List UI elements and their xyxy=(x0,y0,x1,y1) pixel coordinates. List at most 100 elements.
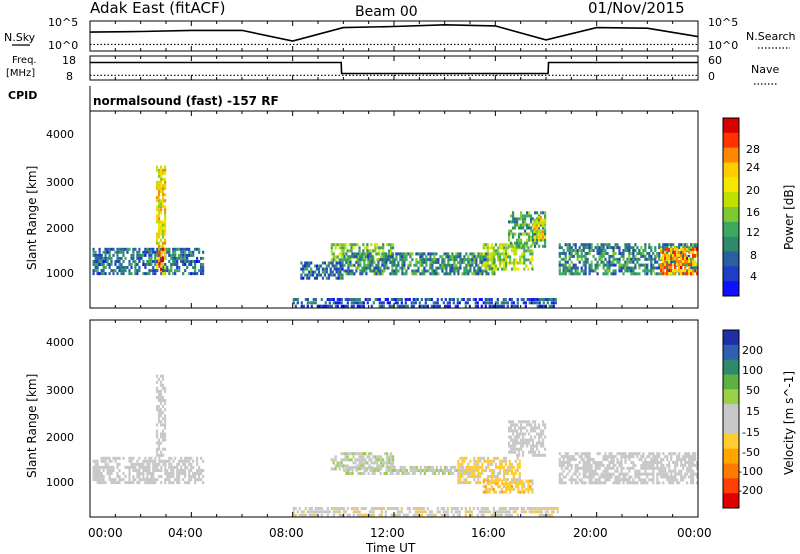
power-cell xyxy=(398,304,401,308)
velocity-cell xyxy=(662,469,665,473)
velocity-colorbar-swatch xyxy=(723,463,739,479)
power-cell xyxy=(192,253,195,257)
velocity-cell xyxy=(374,458,377,462)
power-cell xyxy=(302,270,305,274)
nsky-label: N.Sky xyxy=(4,31,36,44)
power-cell xyxy=(315,264,319,268)
power-cell xyxy=(136,253,139,257)
power-cell xyxy=(464,304,467,308)
power-cell xyxy=(347,266,350,270)
power-cell xyxy=(660,246,663,250)
power-cell xyxy=(317,267,321,271)
power-cell xyxy=(652,266,655,270)
power-cell xyxy=(104,266,107,269)
velocity-cell xyxy=(516,432,519,436)
power-cell xyxy=(654,246,657,250)
power-cell xyxy=(670,263,673,266)
power-cell xyxy=(622,263,625,267)
velocity-cell xyxy=(498,465,502,469)
velocity-cell xyxy=(523,485,526,489)
power-cell xyxy=(184,269,187,273)
power-cell xyxy=(431,260,434,264)
velocity-cell xyxy=(110,472,113,475)
power-cell xyxy=(560,263,563,267)
velocity-cell xyxy=(491,459,494,463)
velocity-cell xyxy=(336,510,339,514)
power-cell xyxy=(618,266,621,270)
power-cell xyxy=(155,168,159,172)
power-cell xyxy=(523,246,526,250)
power-cell xyxy=(541,235,544,239)
power-cell xyxy=(488,298,491,301)
power-cell xyxy=(387,266,390,270)
power-cell xyxy=(338,246,341,250)
velocity-cell xyxy=(154,465,157,469)
power-cell xyxy=(477,266,480,270)
velocity-cell xyxy=(518,459,521,463)
power-cell xyxy=(672,272,675,276)
power-cell xyxy=(114,269,117,273)
power-cell xyxy=(323,267,326,271)
power-cell xyxy=(550,298,553,301)
power-cell xyxy=(578,246,581,250)
power-cell xyxy=(339,273,342,277)
power-cell xyxy=(451,255,454,259)
velocity-cell xyxy=(574,472,577,476)
power-cell xyxy=(150,253,153,257)
velocity-cell xyxy=(159,399,163,402)
power-cell xyxy=(508,229,511,233)
velocity-cell xyxy=(522,444,525,448)
velocity-cell xyxy=(594,461,597,464)
velocity-cell xyxy=(347,472,350,475)
power-cell xyxy=(612,252,615,255)
velocity-cell xyxy=(353,465,356,469)
velocity-cell xyxy=(392,461,395,465)
power-cell xyxy=(398,298,401,301)
power-cell xyxy=(355,255,358,259)
velocity-cell xyxy=(188,459,191,463)
velocity-cell xyxy=(358,510,361,514)
power-cell xyxy=(126,250,129,254)
velocity-cell xyxy=(492,507,495,510)
velocity-cell xyxy=(340,458,343,462)
power-cell xyxy=(399,252,402,256)
velocity-cell xyxy=(616,458,619,461)
power-cell xyxy=(429,263,432,267)
velocity-cell xyxy=(510,438,513,442)
velocity-cell xyxy=(511,485,514,489)
velocity-cell xyxy=(532,450,535,454)
power-cell xyxy=(588,263,591,267)
freq-tick-bottom: 8 xyxy=(66,70,73,83)
velocity-cell xyxy=(450,510,453,514)
velocity-cell xyxy=(556,507,559,510)
velocity-cell xyxy=(132,475,135,478)
velocity-cell xyxy=(370,513,373,517)
power-cell xyxy=(393,272,396,276)
power-cell xyxy=(600,257,603,261)
power-cell xyxy=(345,260,348,264)
power-cell xyxy=(465,258,468,262)
power-cell xyxy=(351,255,354,259)
power-cell xyxy=(477,255,480,259)
power-cell xyxy=(473,255,476,259)
power-cell xyxy=(479,258,482,262)
power-cell xyxy=(403,252,406,256)
velocity-cell xyxy=(520,441,523,445)
velocity-cell xyxy=(586,452,589,456)
power-cell xyxy=(538,226,541,230)
power-cell xyxy=(688,266,691,269)
velocity-cell xyxy=(532,453,535,457)
power-cell xyxy=(594,269,597,273)
power-cell xyxy=(516,298,519,301)
velocity-cell xyxy=(600,463,603,467)
velocity-cell xyxy=(502,485,506,489)
power-cell xyxy=(486,252,489,256)
power-cell xyxy=(622,249,625,252)
power-cell xyxy=(552,304,555,308)
power-cell xyxy=(423,258,426,262)
power-cell xyxy=(492,255,495,259)
power-cell xyxy=(510,244,513,248)
power-cell xyxy=(359,272,362,276)
velocity-cell xyxy=(532,429,535,433)
velocity-cell xyxy=(558,461,561,464)
